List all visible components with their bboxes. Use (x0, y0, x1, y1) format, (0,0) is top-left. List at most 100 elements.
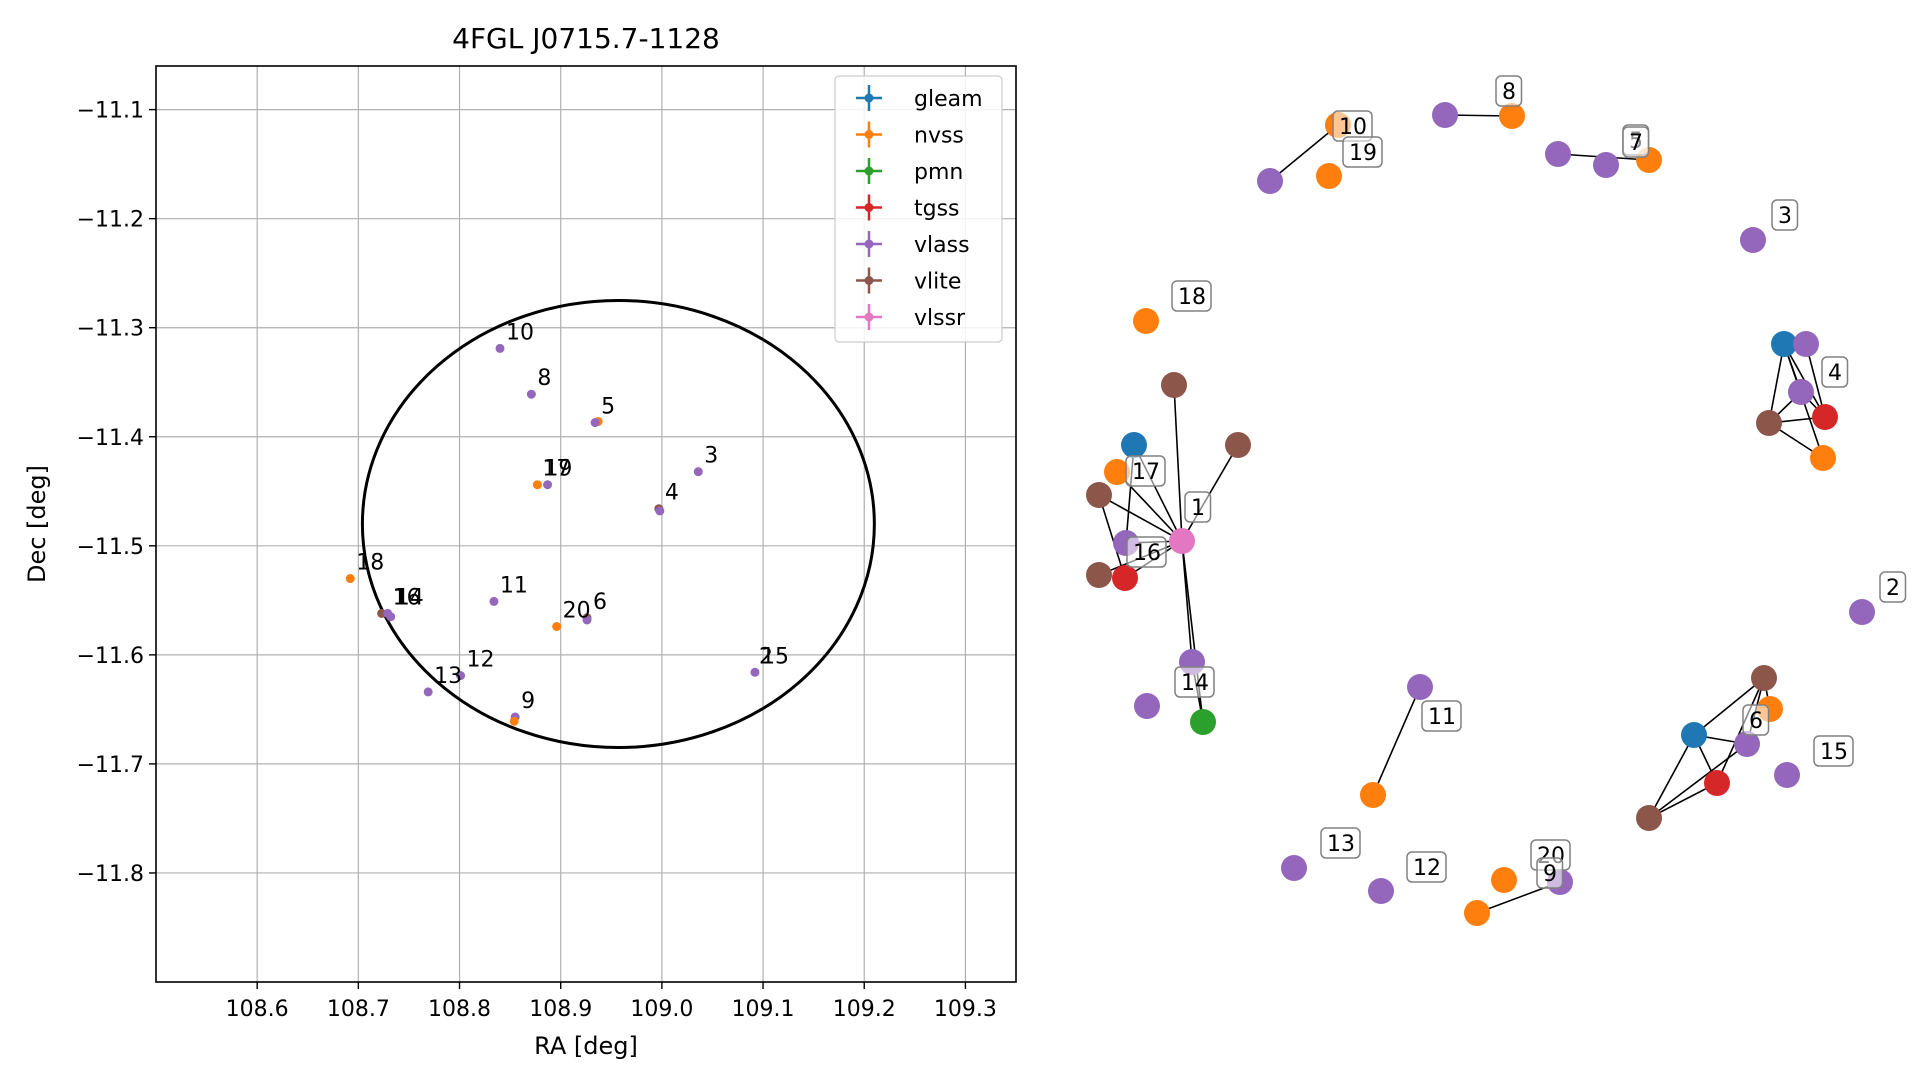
network-edge (1098, 494, 1183, 542)
network-edge (1269, 124, 1339, 182)
network-node-vlass (1257, 168, 1283, 194)
point-label: 3 (704, 444, 718, 469)
network-edge (1716, 677, 1765, 784)
x-tick-label: 109.1 (732, 997, 795, 1022)
network-label: 10 (1332, 110, 1373, 142)
network-edge (1372, 686, 1421, 796)
network-label: 9 (1536, 857, 1564, 889)
scatter-point-nvss (345, 574, 355, 584)
network-node-nvss (1464, 900, 1490, 926)
network-label-box (1742, 704, 1770, 736)
scatter-point-vlass (526, 389, 536, 399)
network-node-nvss (1133, 308, 1159, 334)
network-label-box (1536, 857, 1564, 889)
network-node-vlass (1281, 855, 1307, 881)
point-label: 20 (563, 599, 591, 624)
network-label-box (1126, 536, 1167, 568)
network-node-gleam (1681, 722, 1707, 748)
network-node-vlass (1593, 152, 1619, 178)
network-label: 12 (1406, 851, 1447, 883)
network-label-text: 12 (1413, 856, 1441, 881)
network-label: 16 (1126, 536, 1167, 568)
legend-label-vlite: vlite (914, 270, 961, 295)
chart-title: 4FGL J0715.7-1128 (452, 22, 720, 55)
network-label-box (1813, 735, 1854, 767)
network-edge (1648, 734, 1695, 819)
network-label: 14 (1174, 666, 1215, 698)
network-label: 15 (1813, 735, 1854, 767)
network-label-text: 2 (1886, 576, 1900, 601)
network-node-vlite (1751, 665, 1777, 691)
legend-label-gleam: gleam (914, 87, 983, 112)
x-tick-label: 108.6 (226, 997, 289, 1022)
network-panel: 8101957318417116214116151312209 (1086, 75, 1907, 926)
network-node-vlass (1368, 878, 1394, 904)
legend-marker-tgss (864, 203, 874, 212)
network-label-text: 16 (1133, 541, 1161, 566)
legend: gleam nvss pmn tgss vlass vlite vlssr (834, 75, 1003, 343)
network-label-text: 3 (1778, 204, 1792, 229)
network-label-text: 10 (1339, 115, 1367, 140)
network-label-box (1495, 75, 1523, 107)
legend-marker-vlass (864, 239, 874, 249)
network-label: 2 (1879, 571, 1907, 603)
legend-label-nvss: nvss (914, 124, 964, 149)
network-label-box (1771, 199, 1799, 231)
network-label-box (1125, 455, 1166, 487)
y-tick-label: −11.1 (77, 99, 144, 124)
network-node-vlass (1793, 331, 1819, 357)
network-label-text: 7 (1629, 131, 1643, 156)
network-label: 6 (1742, 704, 1770, 736)
network-node-tgss (1112, 565, 1138, 591)
network-label-text: 14 (1181, 671, 1209, 696)
network-label-box (1320, 827, 1361, 859)
y-tick-label: −11.3 (77, 317, 144, 342)
network-label-box (1622, 126, 1650, 158)
point-label: 9 (521, 689, 535, 714)
y-tick-label: −11.2 (77, 208, 144, 233)
x-tick-label: 109.2 (833, 997, 896, 1022)
network-node-pmn (1190, 709, 1216, 735)
network-node-vlssr (1169, 528, 1195, 554)
network-node-vlite (1161, 372, 1187, 398)
network-label-text: 8 (1502, 80, 1516, 105)
network-label: 3 (1771, 199, 1799, 231)
network-labels: 8101957318417116214116151312209 (1125, 75, 1907, 889)
x-tick-label: 109.3 (934, 997, 997, 1022)
network-node-vlass (1788, 379, 1814, 405)
network-node-vlass (1849, 599, 1875, 625)
network-label: 7 (1622, 126, 1650, 158)
network-edge (1693, 677, 1765, 736)
error-ellipse (360, 298, 876, 750)
network-node-nvss (1491, 867, 1517, 893)
network-label-text: 11 (1428, 705, 1456, 730)
x-axis-label: RA [deg] (534, 1032, 638, 1060)
network-node-vlass (1407, 674, 1433, 700)
legend-box (834, 75, 1003, 343)
legend-marker-pmn (864, 166, 874, 176)
point-label: 1 (394, 585, 408, 610)
network-label-box (1184, 491, 1212, 523)
network-label: 17 (1125, 455, 1166, 487)
legend-marker-gleam (864, 93, 874, 103)
network-label: 4 (1821, 356, 1849, 388)
x-tick-label: 108.8 (428, 997, 491, 1022)
network-node-vlass (1134, 693, 1160, 719)
network-node-nvss (1104, 459, 1130, 485)
network-label: 8 (1495, 75, 1523, 107)
network-node-nvss (1810, 445, 1836, 471)
legend-label-vlass: vlass (914, 233, 970, 258)
network-label-box (1174, 666, 1215, 698)
point-label: 17 (542, 457, 570, 482)
network-node-gleam (1121, 432, 1147, 458)
ellipse-layer (360, 298, 876, 750)
network-node-vlite (1756, 410, 1782, 436)
scatter-point-vlass (543, 480, 553, 490)
network-label: 11 (1421, 700, 1462, 732)
point-label: 16 (393, 585, 421, 610)
point-label: 5 (601, 395, 615, 420)
scatter-point-vlass (582, 615, 592, 625)
